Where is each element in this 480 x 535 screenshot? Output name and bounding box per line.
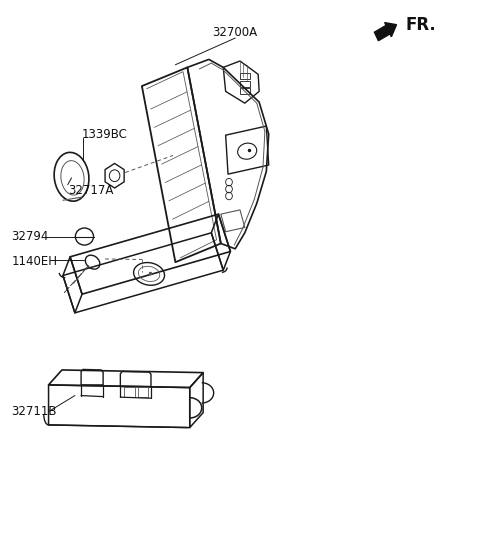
- Text: 32711B: 32711B: [11, 405, 57, 418]
- FancyArrow shape: [374, 22, 396, 41]
- Text: 32717A: 32717A: [68, 184, 113, 197]
- Bar: [138, 387, 148, 396]
- Text: 32700A: 32700A: [213, 26, 258, 39]
- Text: FR.: FR.: [405, 16, 436, 34]
- Bar: [124, 387, 135, 396]
- Text: 32794: 32794: [11, 230, 48, 243]
- Bar: [240, 73, 250, 79]
- Text: 1140EH: 1140EH: [11, 255, 57, 268]
- Text: 1339BC: 1339BC: [82, 127, 128, 141]
- Bar: [240, 81, 250, 87]
- Bar: [240, 88, 250, 94]
